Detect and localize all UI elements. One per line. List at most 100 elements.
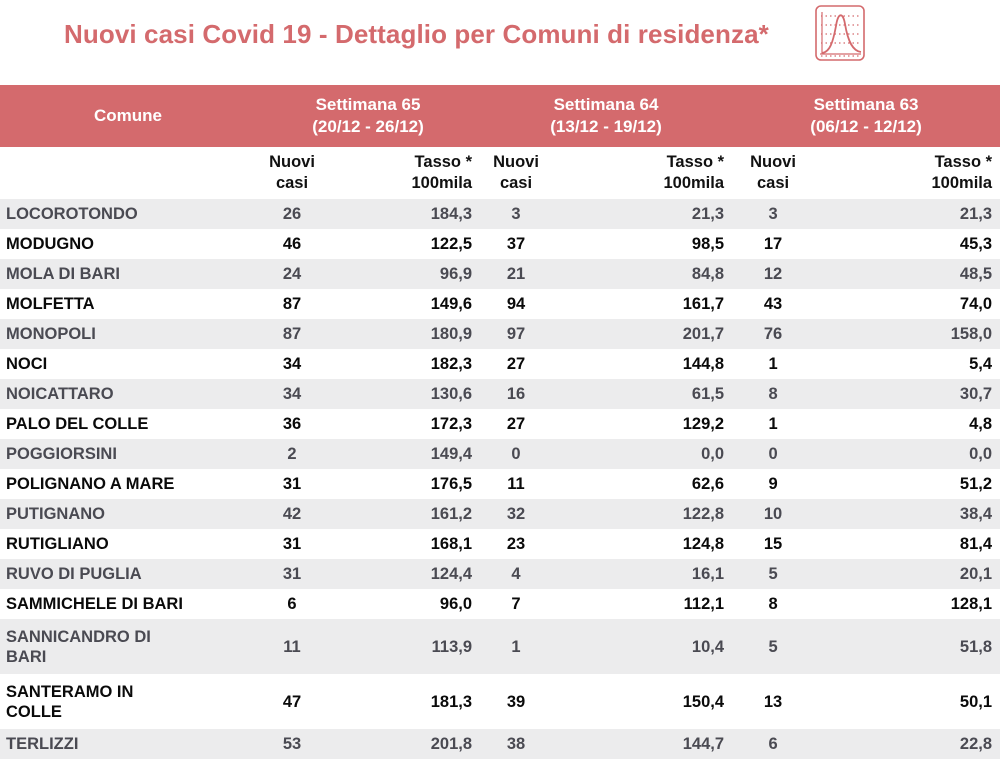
tasso-cell: 21,3 bbox=[814, 199, 1000, 229]
week-label: Settimana 63 bbox=[813, 95, 919, 114]
tasso-header: Tasso * 100mila bbox=[552, 147, 733, 199]
nuovi-casi-cell: 3 bbox=[732, 199, 815, 229]
week-range: (13/12 - 19/12) bbox=[550, 117, 662, 136]
table-row: MOLA DI BARI 24 96,9 21 84,8 12 48,5 bbox=[0, 259, 1000, 289]
nuovi-casi-cell: 21 bbox=[480, 259, 553, 289]
tasso-cell: 98,5 bbox=[552, 229, 733, 259]
tasso-cell: 168,1 bbox=[328, 529, 481, 559]
week-range: (20/12 - 26/12) bbox=[312, 117, 424, 136]
tasso-cell: 96,0 bbox=[328, 589, 481, 619]
comune-name: POLIGNANO A MARE bbox=[0, 469, 256, 499]
nuovi-casi-cell: 3 bbox=[480, 199, 553, 229]
table-row: SAMMICHELE DI BARI 6 96,0 7 112,1 8 128,1 bbox=[0, 589, 1000, 619]
nuovi-casi-cell: 11 bbox=[256, 619, 328, 674]
tasso-cell: 124,4 bbox=[328, 559, 481, 589]
tasso-cell: 50,1 bbox=[814, 674, 1000, 729]
nuovi-casi-cell: 1 bbox=[480, 619, 553, 674]
nuovi-casi-cell: 10 bbox=[732, 499, 815, 529]
comune-name: MONOPOLI bbox=[0, 319, 256, 349]
tasso-cell: 201,8 bbox=[328, 729, 481, 759]
tasso-cell: 4,8 bbox=[814, 409, 1000, 439]
tasso-cell: 62,6 bbox=[552, 469, 733, 499]
table-row: PALO DEL COLLE 36 172,3 27 129,2 1 4,8 bbox=[0, 409, 1000, 439]
table-row: PUTIGNANO 42 161,2 32 122,8 10 38,4 bbox=[0, 499, 1000, 529]
nuovi-casi-cell: 23 bbox=[480, 529, 553, 559]
nuovi-casi-cell: 34 bbox=[256, 379, 328, 409]
nuovi-casi-cell: 31 bbox=[256, 559, 328, 589]
tasso-cell: 45,3 bbox=[814, 229, 1000, 259]
nuovi-casi-cell: 1 bbox=[732, 409, 815, 439]
tasso-cell: 0,0 bbox=[552, 439, 733, 469]
tasso-cell: 124,8 bbox=[552, 529, 733, 559]
comune-name: PUTIGNANO bbox=[0, 499, 256, 529]
tasso-cell: 84,8 bbox=[552, 259, 733, 289]
nuovi-casi-cell: 76 bbox=[732, 319, 815, 349]
nuovi-casi-cell: 6 bbox=[256, 589, 328, 619]
table-row: MOLFETTA 87 149,6 94 161,7 43 74,0 bbox=[0, 289, 1000, 319]
nuovi-casi-cell: 7 bbox=[480, 589, 553, 619]
comune-name: SAMMICHELE DI BARI bbox=[0, 589, 256, 619]
tasso-cell: 21,3 bbox=[552, 199, 733, 229]
tasso-cell: 74,0 bbox=[814, 289, 1000, 319]
tasso-cell: 161,7 bbox=[552, 289, 733, 319]
nuovi-casi-cell: 27 bbox=[480, 349, 553, 379]
comune-name: SANTERAMO IN COLLE bbox=[0, 674, 256, 729]
nuovi-casi-cell: 31 bbox=[256, 529, 328, 559]
nuovi-casi-cell: 36 bbox=[256, 409, 328, 439]
nuovi-casi-cell: 53 bbox=[256, 729, 328, 759]
nuovi-casi-cell: 8 bbox=[732, 589, 815, 619]
epidemic-curve-chart-icon bbox=[815, 5, 865, 61]
nuovi-casi-cell: 5 bbox=[732, 619, 815, 674]
tasso-cell: 20,1 bbox=[814, 559, 1000, 589]
comune-name: LOCOROTONDO bbox=[0, 199, 256, 229]
column-header-row: Nuovi casi Tasso * 100mila Nuovi casi Tasso… bbox=[0, 147, 1000, 199]
tasso-cell: 181,3 bbox=[328, 674, 481, 729]
week-label: Settimana 65 bbox=[315, 95, 421, 114]
comune-name: MOLFETTA bbox=[0, 289, 256, 319]
tasso-cell: 144,7 bbox=[552, 729, 733, 759]
week-label: Settimana 64 bbox=[553, 95, 659, 114]
nuovi-casi-cell: 1 bbox=[732, 349, 815, 379]
tasso-cell: 112,1 bbox=[552, 589, 733, 619]
nuovi-casi-cell: 94 bbox=[480, 289, 553, 319]
nuovi-casi-cell: 26 bbox=[256, 199, 328, 229]
nuovi-casi-cell: 43 bbox=[732, 289, 815, 319]
table-row: RUVO DI PUGLIA 31 124,4 4 16,1 5 20,1 bbox=[0, 559, 1000, 589]
tasso-header: Tasso * 100mila bbox=[814, 147, 1000, 199]
tasso-cell: 10,4 bbox=[552, 619, 733, 674]
nuovi-casi-cell: 6 bbox=[732, 729, 815, 759]
comune-name: MODUGNO bbox=[0, 229, 256, 259]
nuovi-casi-cell: 11 bbox=[480, 469, 553, 499]
tasso-cell: 176,5 bbox=[328, 469, 481, 499]
nuovi-casi-cell: 97 bbox=[480, 319, 553, 349]
tasso-cell: 30,7 bbox=[814, 379, 1000, 409]
tasso-cell: 22,8 bbox=[814, 729, 1000, 759]
tasso-cell: 5,4 bbox=[814, 349, 1000, 379]
nuovi-casi-cell: 16 bbox=[480, 379, 553, 409]
page-title: Nuovi casi Covid 19 - Dettaglio per Comu… bbox=[64, 19, 769, 49]
comune-name: RUTIGLIANO bbox=[0, 529, 256, 559]
table-row: POGGIORSINI 2 149,4 0 0,0 0 0,0 bbox=[0, 439, 1000, 469]
title-row: Nuovi casi Covid 19 - Dettaglio per Comu… bbox=[0, 0, 1000, 82]
tasso-cell: 150,4 bbox=[552, 674, 733, 729]
nuovi-casi-header: Nuovi casi bbox=[732, 147, 815, 199]
nuovi-casi-header: Nuovi casi bbox=[256, 147, 328, 199]
nuovi-casi-cell: 0 bbox=[732, 439, 815, 469]
tasso-cell: 158,0 bbox=[814, 319, 1000, 349]
tasso-cell: 16,1 bbox=[552, 559, 733, 589]
tasso-cell: 113,9 bbox=[328, 619, 481, 674]
tasso-cell: 61,5 bbox=[552, 379, 733, 409]
table-row: NOCI 34 182,3 27 144,8 1 5,4 bbox=[0, 349, 1000, 379]
comune-name: RUVO DI PUGLIA bbox=[0, 559, 256, 589]
nuovi-casi-cell: 24 bbox=[256, 259, 328, 289]
nuovi-casi-cell: 37 bbox=[480, 229, 553, 259]
comune-name: PALO DEL COLLE bbox=[0, 409, 256, 439]
comune-name: NOCI bbox=[0, 349, 256, 379]
nuovi-casi-cell: 15 bbox=[732, 529, 815, 559]
table-row: TERLIZZI 53 201,8 38 144,7 6 22,8 bbox=[0, 729, 1000, 759]
comune-name: MOLA DI BARI bbox=[0, 259, 256, 289]
nuovi-casi-cell: 32 bbox=[480, 499, 553, 529]
covid-cases-table: Comune Settimana 65 (20/12 - 26/12) Sett… bbox=[0, 85, 1000, 759]
nuovi-casi-header: Nuovi casi bbox=[480, 147, 553, 199]
nuovi-casi-cell: 87 bbox=[256, 319, 328, 349]
